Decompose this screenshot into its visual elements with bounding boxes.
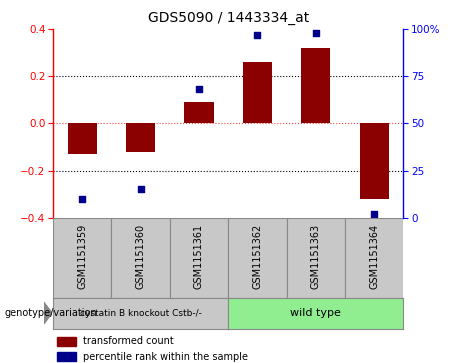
Text: percentile rank within the sample: percentile rank within the sample [83,352,248,362]
Bar [228,218,287,298]
Bar [126,123,155,152]
Text: GSM1151364: GSM1151364 [369,224,379,289]
Bar [243,62,272,123]
Bar [57,352,76,361]
Point [312,30,319,36]
Title: GDS5090 / 1443334_at: GDS5090 / 1443334_at [148,11,309,25]
Bar [287,218,345,298]
Bar [53,218,112,298]
Point [78,196,86,202]
Bar [112,218,170,298]
Text: GSM1151359: GSM1151359 [77,224,87,289]
Bar [68,123,97,154]
Point [137,187,144,192]
Polygon shape [44,302,52,324]
Text: GSM1151362: GSM1151362 [252,224,262,289]
Point [254,32,261,38]
Point [195,86,203,92]
Bar [184,102,213,123]
Bar [360,123,389,199]
Text: GSM1151361: GSM1151361 [194,224,204,289]
Bar [57,337,76,346]
Bar [345,218,403,298]
Point [371,211,378,217]
Text: transformed count: transformed count [83,336,173,346]
Text: genotype/variation: genotype/variation [5,308,97,318]
Bar [170,218,228,298]
Text: GSM1151360: GSM1151360 [136,224,146,289]
Text: wild type: wild type [290,308,341,318]
Bar [301,48,331,123]
Text: GSM1151363: GSM1151363 [311,224,321,289]
Text: cystatin B knockout Cstb-/-: cystatin B knockout Cstb-/- [80,309,201,318]
